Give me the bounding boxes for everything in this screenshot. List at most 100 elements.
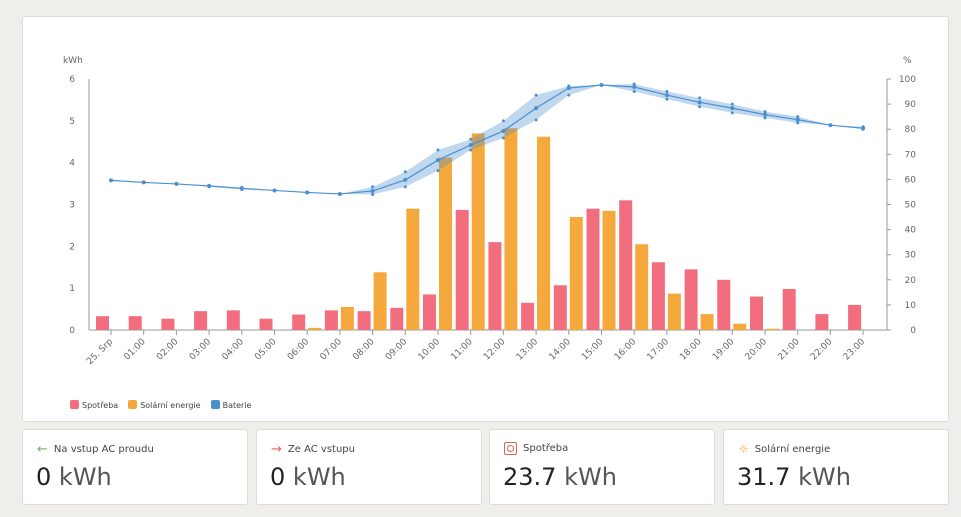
bar-consumption [455, 209, 469, 330]
battery-point [795, 117, 800, 122]
battery-range-high-point [796, 115, 800, 119]
x-tick-label: 10:00 [417, 337, 443, 363]
bar-solar [700, 314, 714, 330]
x-tick-label: 20:00 [744, 337, 770, 363]
stat-label: Spotřeba [523, 443, 569, 454]
battery-range-high-point [665, 90, 669, 94]
x-tick-label: 05:00 [253, 337, 279, 363]
bar-solar [733, 323, 747, 330]
battery-range-low-point [796, 121, 800, 125]
y-right-tick: 30 [905, 251, 917, 261]
y-left-tick: 0 [69, 326, 75, 336]
y-right-tick: 50 [905, 201, 917, 211]
stat-label: Solární energie [754, 443, 831, 455]
bar-consumption [521, 302, 535, 330]
battery-range-low-point [534, 118, 538, 122]
x-tick-label: 13:00 [515, 337, 541, 363]
y-left-tick: 6 [69, 75, 75, 85]
battery-point [632, 85, 637, 90]
battery-point [468, 143, 473, 148]
y-right-tick: 100 [899, 75, 916, 85]
x-tick-label: 16:00 [613, 337, 639, 363]
battery-range-low-point [240, 187, 244, 191]
battery-range-high-point [567, 84, 571, 88]
y-left-tick: 2 [69, 242, 75, 252]
battery-range-high-point [763, 110, 767, 114]
battery-range-high-point [403, 170, 407, 174]
battery-range-high-point [469, 137, 473, 141]
x-tick-label: 21:00 [776, 337, 802, 363]
battery-range-high-point [632, 82, 636, 86]
battery-point [664, 93, 669, 98]
battery-range-low-point [698, 105, 702, 109]
stat-card-from-ac-input: → Ze AC vstupu 0 kWh [256, 429, 482, 505]
battery-range-high-point [730, 102, 734, 106]
bar-solar [667, 293, 681, 330]
bar-consumption [357, 311, 371, 330]
stat-unit: kWh [292, 463, 346, 491]
x-tick-label: 04:00 [221, 337, 247, 363]
stat-label: Na vstup AC proudu [53, 444, 154, 455]
y-right-tick: 90 [905, 100, 917, 110]
battery-point [763, 112, 767, 117]
battery-range-low-point [632, 90, 636, 94]
bar-solar [471, 133, 485, 330]
x-tick-label: 25. Srp [85, 337, 115, 367]
stat-value: 0 [36, 463, 52, 491]
battery-point [599, 83, 604, 88]
y-right-tick: 10 [905, 301, 917, 311]
y-right-tick: 40 [905, 226, 917, 236]
x-tick-label: 02:00 [155, 337, 181, 363]
arrow-left-icon: ← [37, 442, 48, 457]
battery-range-high-point [371, 185, 375, 189]
battery-point [337, 191, 342, 196]
x-tick-label: 03:00 [188, 337, 214, 363]
legend-label: Spotřeba [82, 401, 119, 410]
energy-chart-card: kWh% 0 1 2 3 4 5 6 0 10 20 30 40 50 60 70 80 90 100 25. Srp… [22, 16, 949, 422]
bar-consumption [586, 208, 600, 330]
stat-value: 31.7 [737, 463, 791, 491]
x-tick-label: 08:00 [351, 337, 377, 363]
bar-solar [439, 157, 452, 330]
legend-item-consumption[interactable]: Spotřeba [70, 400, 118, 410]
battery-range-low-point [861, 127, 865, 131]
bar-consumption [782, 289, 796, 330]
stat-card-solar: ☼ Solární energie 31.7 kWh [723, 429, 949, 505]
bar-consumption [226, 310, 240, 330]
legend-item-solar[interactable]: Solární energie [128, 400, 201, 410]
x-tick-label: 23:00 [842, 337, 868, 363]
battery-point [403, 177, 408, 182]
stat-value: 23.7 [503, 463, 557, 491]
battery-range-low-point [436, 169, 440, 173]
bar-consumption [619, 200, 633, 330]
battery-point [305, 190, 310, 195]
battery-point [501, 128, 506, 133]
battery-point [174, 181, 179, 186]
y-right-tick: 80 [905, 125, 917, 135]
bar-consumption [194, 311, 208, 330]
bar-solar [406, 208, 420, 330]
bar-consumption [161, 318, 175, 330]
x-tick-label: 18:00 [678, 337, 704, 363]
battery-range-high-point [436, 148, 440, 152]
x-tick-label: 15:00 [580, 337, 606, 363]
bar-solar [340, 306, 354, 330]
bar-solar [308, 327, 322, 330]
y-left-label: kWh [63, 56, 83, 66]
x-tick-label: 22:00 [809, 337, 835, 363]
battery-point [141, 180, 146, 185]
bar-solar [537, 136, 551, 330]
bar-consumption [390, 307, 404, 330]
legend-item-battery[interactable]: Baterie [210, 400, 252, 410]
chart-legend: Spotřeba Solární energie Baterie [70, 400, 251, 410]
bar-consumption [717, 279, 731, 330]
stat-label: Ze AC vstupu [287, 444, 355, 455]
battery-point [272, 188, 277, 193]
x-tick-label: 14:00 [548, 337, 574, 363]
y-right-tick: 20 [905, 276, 917, 286]
x-tick-label: 11:00 [449, 337, 475, 363]
battery-range-high-point [534, 93, 538, 97]
battery-range-low-point [567, 93, 571, 97]
legend-label: Baterie [222, 401, 252, 410]
y-left-tick: 3 [69, 201, 75, 211]
